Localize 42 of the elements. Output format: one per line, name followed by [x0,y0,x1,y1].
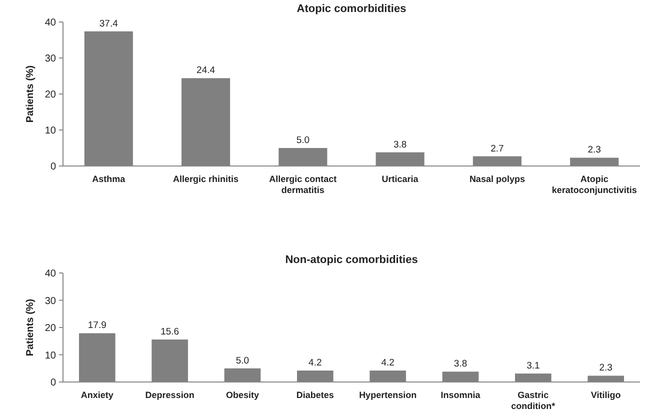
data-label: 3.1 [526,360,540,372]
y-axis-title: Patients (%) [25,65,36,123]
x-tick-label: Depression [145,390,194,400]
x-tick-label: Allergic contact dermatitis [269,174,337,195]
y-tick-label: 40 [44,268,56,280]
y-tick-label: 0 [50,378,56,388]
chart-title: Atopic comorbidities [296,3,406,15]
data-label: 3.8 [393,139,407,150]
data-label: 2.3 [599,362,612,374]
data-label: 2.7 [490,143,504,154]
x-tick-label: Anxiety [80,390,114,400]
data-label: 37.4 [99,18,118,30]
x-tick-label: Asthma [92,174,126,184]
x-tick-label: Allergic rhinitis [173,174,239,184]
data-label: 5.0 [296,135,310,146]
data-label: 15.6 [160,326,180,338]
x-tick-label: Insomnia [440,390,482,400]
data-label: 3.8 [454,358,468,370]
y-tick-label: 10 [44,126,56,136]
y-tick-label: 30 [44,54,56,64]
chart-title: Non-atopic comorbidities [285,254,418,266]
y-axis-title: Patients (%) [25,298,36,356]
x-tick-label: Gastric condition* [511,390,556,411]
y-tick-label: 40 [44,18,56,28]
data-label: 4.2 [381,358,394,369]
y-tick-label: 20 [44,90,56,100]
x-tick-label: Vitiligo [590,390,622,400]
data-label: 5.0 [236,355,250,366]
x-tick-label: Atopic keratoconjunctivitis [552,174,637,195]
x-tick-label: Obesity [226,390,260,400]
y-tick-label: 20 [44,323,56,334]
data-label: 2.3 [588,144,601,156]
data-label: 24.4 [196,65,216,76]
y-tick-label: 0 [50,162,56,172]
x-tick-label: Urticaria [382,174,420,184]
x-tick-label: Nasal polyps [469,174,525,184]
x-tick-label: Hypertension [359,390,417,400]
y-tick-label: 10 [44,350,56,362]
x-tick-label: Diabetes [296,390,334,400]
y-tick-label: 30 [44,296,56,307]
data-label: 4.2 [308,358,322,369]
data-label: 17.9 [88,320,106,332]
